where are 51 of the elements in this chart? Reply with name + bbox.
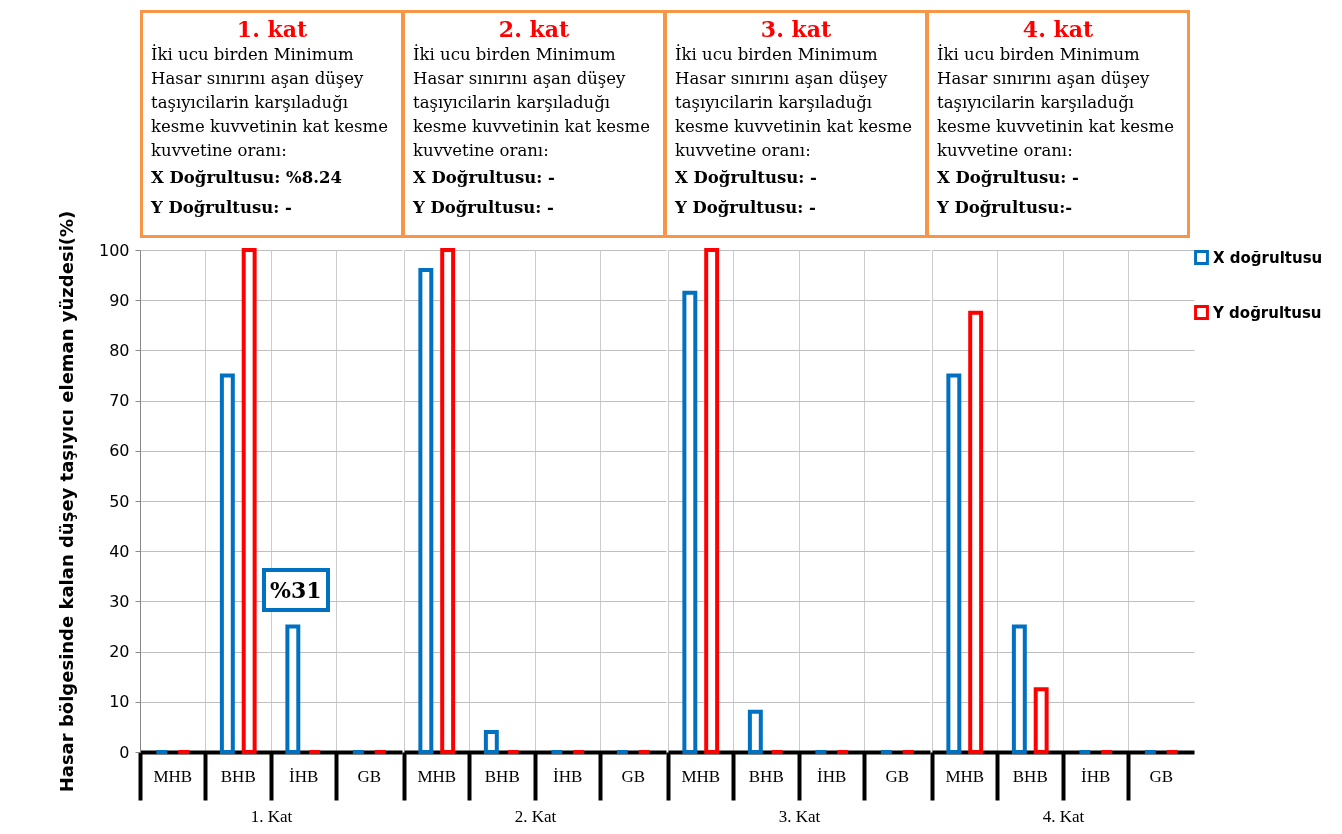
legend-label: Y doğrultusu (1212, 303, 1322, 322)
text: X Doğrultusu: - (413, 167, 556, 189)
x-tick-label: BHB (1012, 766, 1048, 786)
chart-title: 4. kat (1021, 15, 1095, 43)
chart-title: 2. kat (497, 15, 571, 43)
y-tick-label: 50 (109, 491, 130, 511)
y-tick-label: 40 (109, 541, 130, 561)
chart-subtitle: İki ucu birden Minimum Hasar sınırını aşan düşey taşıyıcilarin karşıladuğı kesme kuvvetinin kat kesme kuvvetine oranı: (151, 43, 389, 162)
x-tick-label: BHB (748, 766, 784, 786)
chart-title: 1. kat (235, 15, 309, 43)
text: Y Doğrultusu: - (413, 197, 555, 219)
x-tick-label: GB (1149, 766, 1174, 786)
x-tick-label: İHB (1081, 766, 1111, 786)
text: Y Doğrultusu: - (675, 197, 817, 219)
x-tick-label: İHB (553, 766, 583, 786)
x-tick-label: MHB (417, 766, 457, 786)
x-tick-label: BHB (220, 766, 256, 786)
x-axis-title: 3. Kat (778, 806, 821, 826)
y-tick-label: 0 (119, 742, 130, 762)
text: Y Doğrultusu:- (937, 197, 1074, 219)
x-tick-label: GB (357, 766, 382, 786)
text: X Doğrultusu: %8.24 (151, 167, 343, 189)
x-tick-label: MHB (945, 766, 985, 786)
y-tick-label: 100 (98, 240, 130, 260)
y-tick-label: 60 (109, 441, 130, 461)
x-tick-label: MHB (153, 766, 193, 786)
text: X Doğrultusu: - (675, 167, 818, 189)
chart-subtitle: İki ucu birden Minimum Hasar sınırını aşan düşey taşıyıcilarin karşıladuğı kesme kuvvetinin kat kesme kuvvetine oranı: (413, 43, 651, 162)
chart-title: 3. kat (759, 15, 833, 43)
y-tick-label: 20 (109, 642, 130, 662)
x-axis-title: 1. Kat (250, 806, 293, 826)
legend-label: X doğrultusu (1213, 248, 1323, 267)
x-tick-label: MHB (681, 766, 721, 786)
x-axis-title: 2. Kat (514, 806, 557, 826)
chart-subtitle: İki ucu birden Minimum Hasar sınırını aşan düşey taşıyıcilarin karşıladuğı kesme kuvvetinin kat kesme kuvvetine oranı: (675, 43, 913, 162)
y-tick-label: 10 (109, 692, 130, 712)
x-tick-label: İHB (817, 766, 847, 786)
text: Y Doğrultusu: - (151, 197, 293, 219)
x-tick-label: BHB (484, 766, 520, 786)
text: X Doğrultusu: - (937, 167, 1080, 189)
chart-subtitle: İki ucu birden Minimum Hasar sınırını aşan düşey taşıyıcilarin karşıladuğı kesme kuvvetinin kat kesme kuvvetine oranı: (937, 43, 1175, 162)
x-tick-label: GB (621, 766, 646, 786)
y-tick-label: 70 (109, 391, 130, 411)
annotation: %31 (262, 568, 330, 612)
y-tick-label: 90 (109, 290, 130, 310)
y-axis-title: Hasar bölgesinde kalan düşey taşıyıcı eleman yüzdesi(%) (55, 210, 77, 793)
x-tick-label: İHB (289, 766, 319, 786)
x-axis-title: 4. Kat (1042, 806, 1085, 826)
x-tick-label: GB (885, 766, 910, 786)
y-tick-label: 30 (109, 591, 130, 611)
y-tick-label: 80 (109, 340, 130, 360)
